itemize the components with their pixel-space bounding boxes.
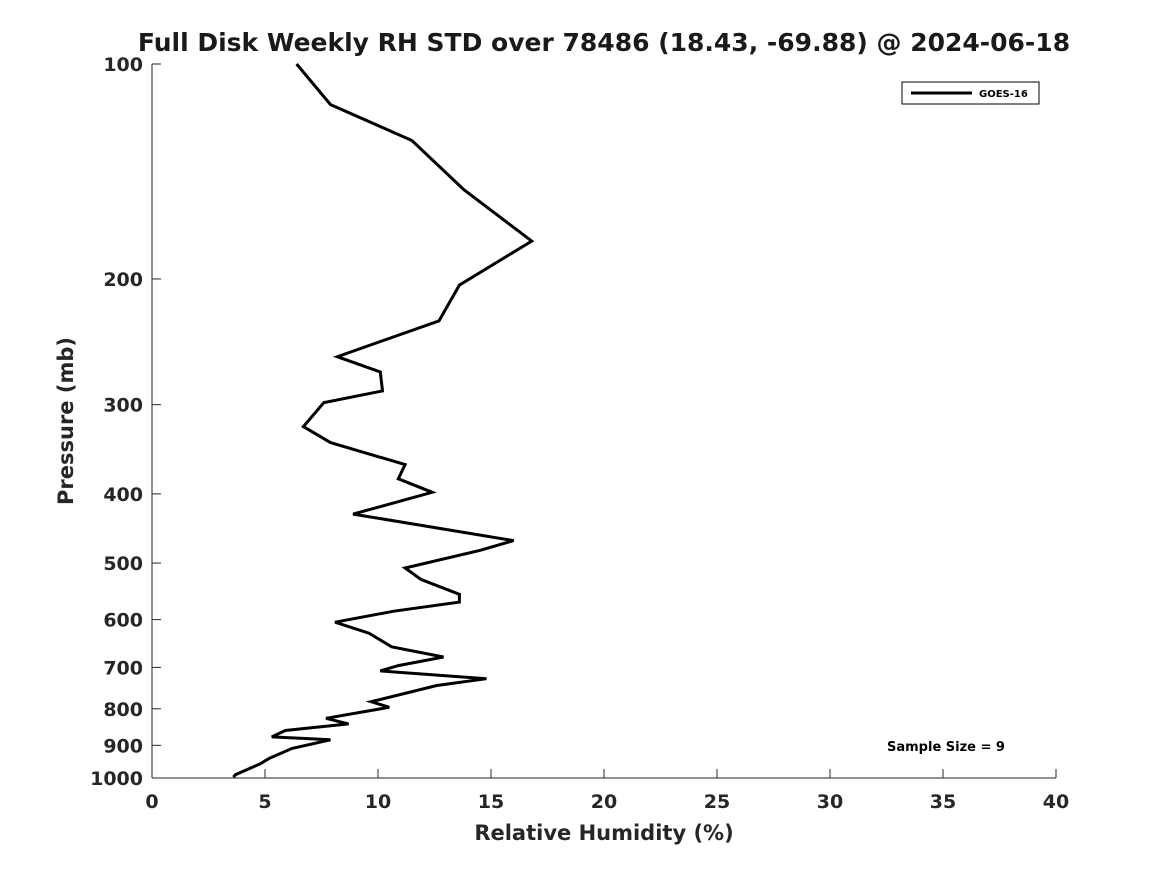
y-tick-label: 400 [103, 484, 143, 506]
y-tick-label: 700 [103, 657, 143, 679]
x-tick-label: 15 [478, 791, 504, 813]
x-tick-label: 0 [145, 791, 158, 813]
series-line-goes-16 [232, 63, 535, 779]
x-tick-label: 20 [591, 791, 617, 813]
y-tick-label: 300 [103, 395, 143, 417]
y-tick-label: 100 [103, 54, 143, 76]
x-axis-label: Relative Humidity (%) [474, 821, 733, 845]
legend: GOES-16 [901, 81, 1040, 105]
x-tick-label: 35 [930, 791, 956, 813]
sample-size-annotation: Sample Size = 9 [887, 740, 1005, 755]
y-tick-label: 500 [103, 553, 143, 575]
y-tick-label: 200 [103, 269, 143, 291]
y-tick-label: 1000 [90, 768, 143, 790]
y-tick-label: 800 [103, 699, 143, 721]
legend-entry-goes-16: GOES-16 [979, 89, 1028, 100]
x-tick-label: 25 [704, 791, 730, 813]
x-tick-label: 30 [817, 791, 843, 813]
y-axis-label: Pressure (mb) [54, 337, 78, 505]
tick-group: 0 5 10 15 20 25 30 35 40 100 200 300 400 500 600 700 800… [90, 54, 1069, 813]
chart-title: Full Disk Weekly RH STD over 78486 (18.4… [138, 28, 1070, 57]
series-layer [232, 63, 535, 779]
y-tick-label: 600 [103, 610, 143, 632]
y-tick-label: 900 [103, 735, 143, 757]
x-tick-label: 5 [258, 791, 271, 813]
x-tick-label: 40 [1043, 791, 1069, 813]
x-tick-label: 10 [365, 791, 391, 813]
